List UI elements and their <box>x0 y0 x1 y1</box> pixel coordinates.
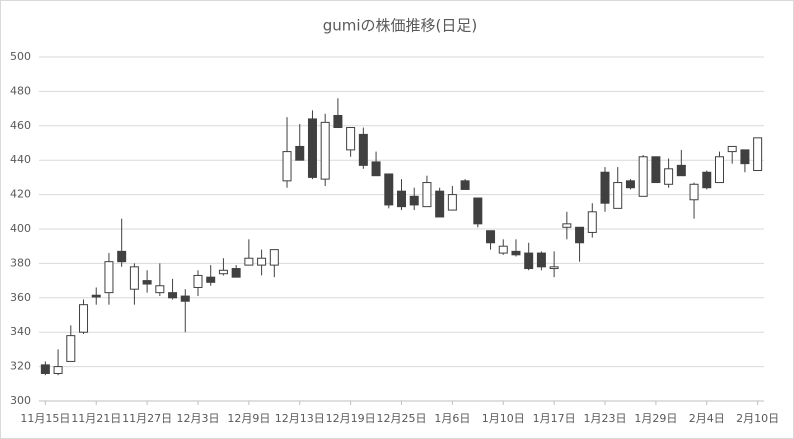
candle-body <box>231 268 241 278</box>
candle-body <box>257 257 267 266</box>
candle-body <box>53 366 63 374</box>
y-tick-label: 300 <box>10 394 31 407</box>
x-tick-label: 2月10日 <box>736 412 779 425</box>
candle-body <box>486 230 496 244</box>
candle-body <box>168 292 178 299</box>
x-tick-label: 1月23日 <box>584 412 627 425</box>
candle-body <box>397 190 406 208</box>
x-tick-label: 11月21日 <box>71 412 121 425</box>
candle-body <box>371 161 381 177</box>
candle-body <box>320 121 330 180</box>
candle-body <box>676 164 686 177</box>
candle-body <box>180 295 190 302</box>
chart-title: gumiの株価推移(日足) <box>323 17 478 35</box>
y-tick-label: 480 <box>10 84 31 97</box>
candle-body <box>193 274 203 288</box>
candle-body <box>511 250 521 256</box>
candle-body <box>282 151 292 182</box>
candle-body <box>536 252 546 268</box>
candle-body <box>269 249 279 266</box>
candle-body <box>549 266 559 270</box>
candle-body <box>727 145 737 153</box>
x-tick-label: 12月9日 <box>227 412 270 425</box>
candle-body <box>40 364 50 374</box>
candle-body <box>638 156 648 197</box>
candle-body <box>498 245 508 254</box>
candle-body <box>702 171 712 189</box>
candle-body <box>129 266 139 290</box>
candle-body <box>79 304 89 333</box>
candle-body <box>333 114 343 129</box>
candle-body <box>409 195 419 206</box>
candle-body <box>524 252 534 270</box>
candle-body <box>435 190 445 218</box>
candle-body <box>307 118 317 178</box>
candle-body <box>218 269 228 275</box>
candle-body <box>66 335 76 362</box>
candle-body <box>714 156 724 184</box>
y-tick-label: 340 <box>10 325 31 338</box>
candle-body <box>740 149 750 165</box>
x-tick-label: 2月4日 <box>689 412 725 425</box>
y-tick-label: 500 <box>10 50 31 63</box>
candle-body <box>244 257 254 266</box>
candle-body <box>753 137 763 172</box>
candle-body <box>600 171 610 204</box>
y-tick-label: 420 <box>10 188 31 201</box>
y-tick-label: 460 <box>10 119 31 132</box>
y-tick-label: 360 <box>10 291 31 304</box>
y-tick-label: 320 <box>10 360 31 373</box>
x-tick-label: 1月6日 <box>434 412 470 425</box>
candle-body <box>422 182 432 208</box>
candle-body <box>384 173 394 206</box>
candle-body <box>625 180 635 189</box>
x-tick-label: 1月10日 <box>482 412 525 425</box>
y-tick-label: 380 <box>10 256 31 269</box>
x-tick-label: 1月17日 <box>533 412 576 425</box>
candle-body <box>473 197 483 225</box>
y-tick-label: 400 <box>10 222 31 235</box>
candle-body <box>689 183 699 201</box>
candle-body <box>117 250 127 263</box>
x-tick-label: 12月19日 <box>326 412 376 425</box>
candle-body <box>142 280 152 285</box>
candle-body <box>91 294 101 298</box>
candle-body <box>104 261 114 294</box>
candle-body <box>613 182 623 209</box>
x-tick-label: 1月29日 <box>634 412 677 425</box>
x-tick-label: 12月25日 <box>377 412 427 425</box>
candle-body <box>206 276 216 283</box>
candle-body <box>651 156 661 184</box>
x-tick-label: 12月3日 <box>176 412 219 425</box>
candle-body <box>447 194 457 211</box>
candle-body <box>358 133 368 166</box>
y-tick-label: 440 <box>10 153 31 166</box>
candle-body <box>562 223 572 228</box>
candle-body <box>155 285 165 294</box>
candle-body <box>587 211 597 233</box>
candle-body <box>346 127 356 151</box>
x-tick-label: 11月15日 <box>20 412 70 425</box>
x-tick-label: 12月13日 <box>275 412 325 425</box>
candle-body <box>664 168 674 185</box>
candle-body <box>575 226 585 244</box>
candle-body <box>295 145 305 161</box>
candle-body <box>460 180 470 190</box>
x-tick-label: 11月27日 <box>122 412 172 425</box>
